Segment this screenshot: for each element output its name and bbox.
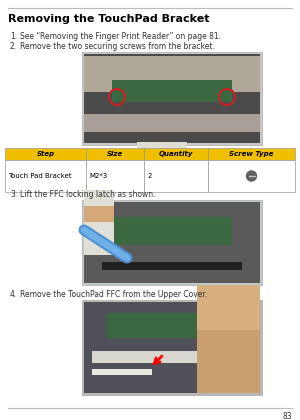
Text: Step: Step [37,151,55,157]
Bar [144,160,208,192]
Text: 3.: 3. [10,190,17,199]
Bar [84,206,114,222]
Bar [107,313,232,338]
Text: 1.: 1. [10,32,17,41]
Text: Removing the TouchPad Bracket: Removing the TouchPad Bracket [8,14,209,24]
Bar [92,369,152,375]
Bar [137,142,187,150]
Bar [102,217,232,245]
Bar [197,302,260,393]
Bar [82,300,262,395]
Text: Remove the two securing screws from the bracket.: Remove the two securing screws from the … [20,42,215,51]
Bar [84,302,260,393]
Bar [208,148,295,160]
Text: Size: Size [107,151,123,157]
Bar [112,80,232,102]
Circle shape [247,171,256,181]
Bar [82,200,262,285]
Bar [84,202,260,283]
Bar [82,52,262,145]
Text: Quantity: Quantity [159,151,194,157]
Bar [144,148,208,160]
Text: M2*3: M2*3 [89,173,107,179]
Bar [84,190,114,255]
Bar [84,114,260,132]
Bar [86,160,144,192]
Bar [102,262,242,270]
Text: See “Removing the Finger Print Reader” on page 81.: See “Removing the Finger Print Reader” o… [20,32,221,41]
Bar [84,54,260,143]
Bar [86,148,144,160]
Bar [142,114,182,120]
Text: Remove the TouchPad FFC from the Upper Cover.: Remove the TouchPad FFC from the Upper C… [20,290,207,299]
Text: 4.: 4. [10,290,17,299]
Bar [208,160,295,192]
Text: Touch Pad Bracket: Touch Pad Bracket [8,173,72,179]
Bar [197,285,260,330]
Text: 2.: 2. [10,42,17,51]
Text: 83: 83 [282,412,292,420]
Bar [92,351,247,363]
Bar [5,160,86,192]
Text: Screw Type: Screw Type [229,151,274,157]
Text: Lift the FFC locking latch as shown.: Lift the FFC locking latch as shown. [20,190,155,199]
Bar [5,148,86,160]
Text: 2: 2 [147,173,152,179]
Bar [84,56,260,92]
